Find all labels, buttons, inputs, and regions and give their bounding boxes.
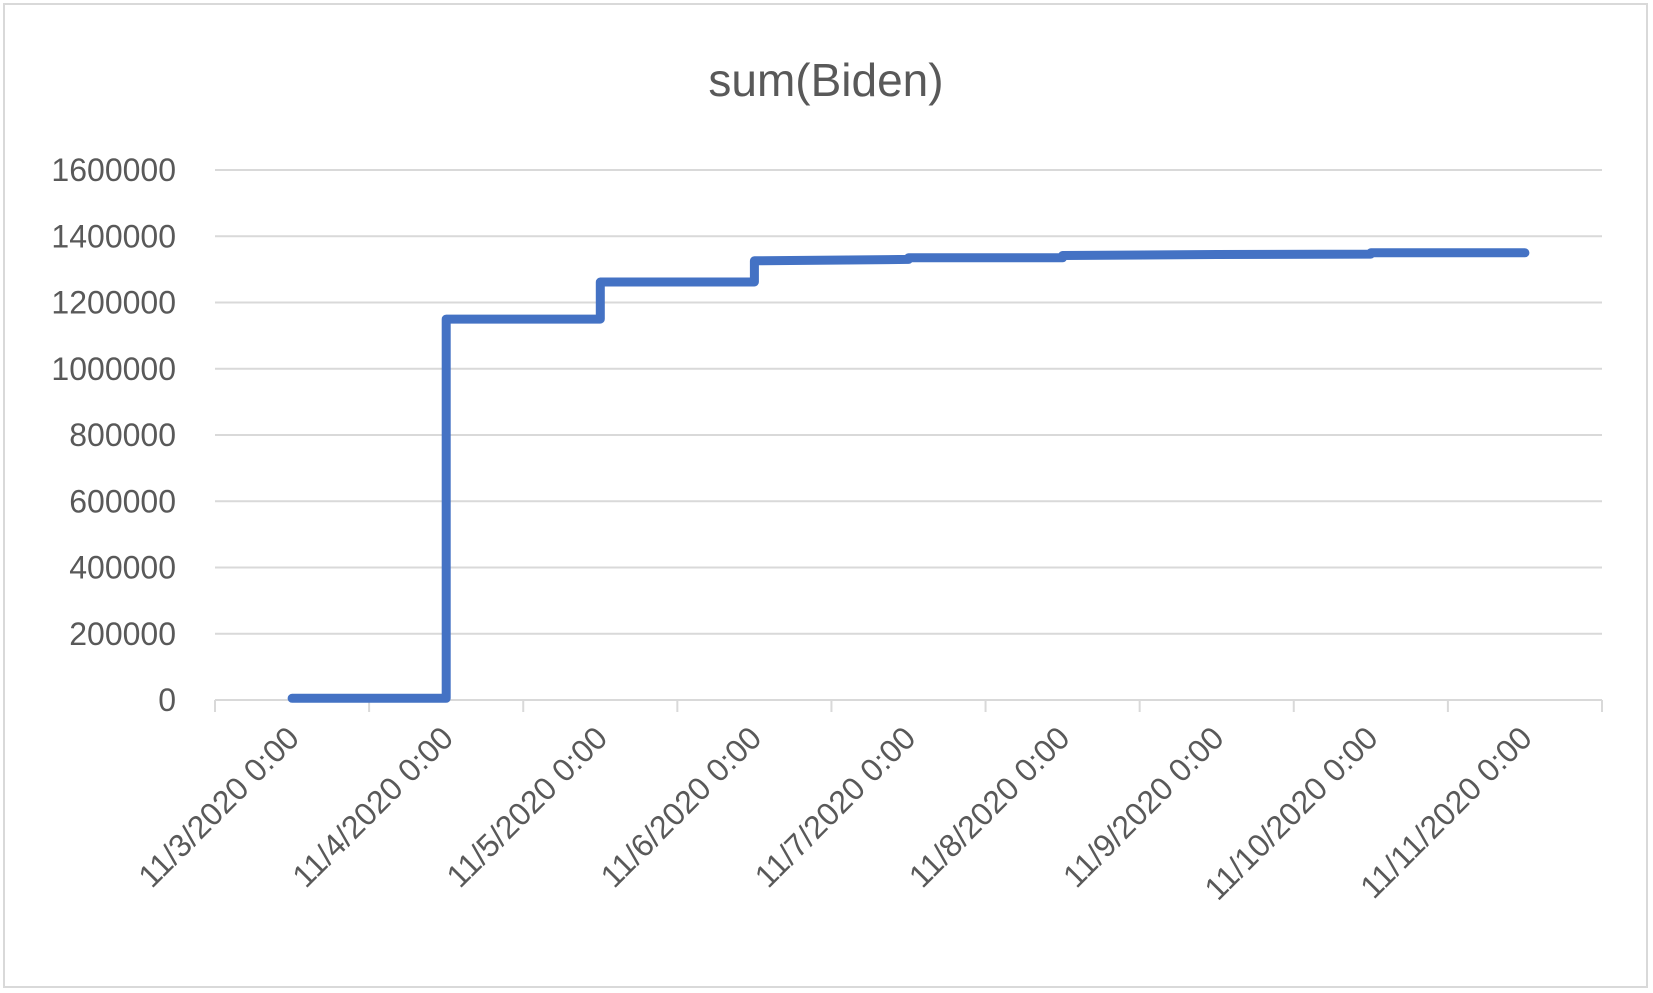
series-layer bbox=[287, 248, 1530, 703]
x-tick-label: 11/6/2020 0:00 bbox=[594, 719, 769, 894]
x-tick-label: 11/3/2020 0:00 bbox=[131, 719, 306, 894]
y-tick-label: 800000 bbox=[69, 417, 176, 453]
y-tick-label: 200000 bbox=[69, 616, 176, 652]
x-tick-label: 11/8/2020 0:00 bbox=[902, 719, 1077, 894]
y-tick-label: 1000000 bbox=[51, 351, 176, 387]
series-line bbox=[287, 248, 1530, 703]
y-tick-label: 1400000 bbox=[51, 218, 176, 254]
chart-title: sum(Biden) bbox=[708, 54, 943, 106]
y-tick-label: 1600000 bbox=[51, 152, 176, 188]
y-tick-label: 600000 bbox=[69, 483, 176, 519]
chart-frame bbox=[3, 3, 1648, 988]
x-tick-label: 11/4/2020 0:00 bbox=[285, 719, 460, 894]
y-tick-label: 1200000 bbox=[51, 285, 176, 321]
y-tick-label: 400000 bbox=[69, 550, 176, 586]
y-tick-label: 0 bbox=[158, 682, 176, 718]
x-tick-label: 11/5/2020 0:00 bbox=[439, 719, 614, 894]
x-tick-label: 11/9/2020 0:00 bbox=[1056, 719, 1231, 894]
x-tick-label: 11/7/2020 0:00 bbox=[748, 719, 923, 894]
y-axis-ticks: 0 200000 400000 600000 800000 1000000 1200000 1… bbox=[51, 152, 176, 718]
grid-layer bbox=[215, 169, 1602, 635]
